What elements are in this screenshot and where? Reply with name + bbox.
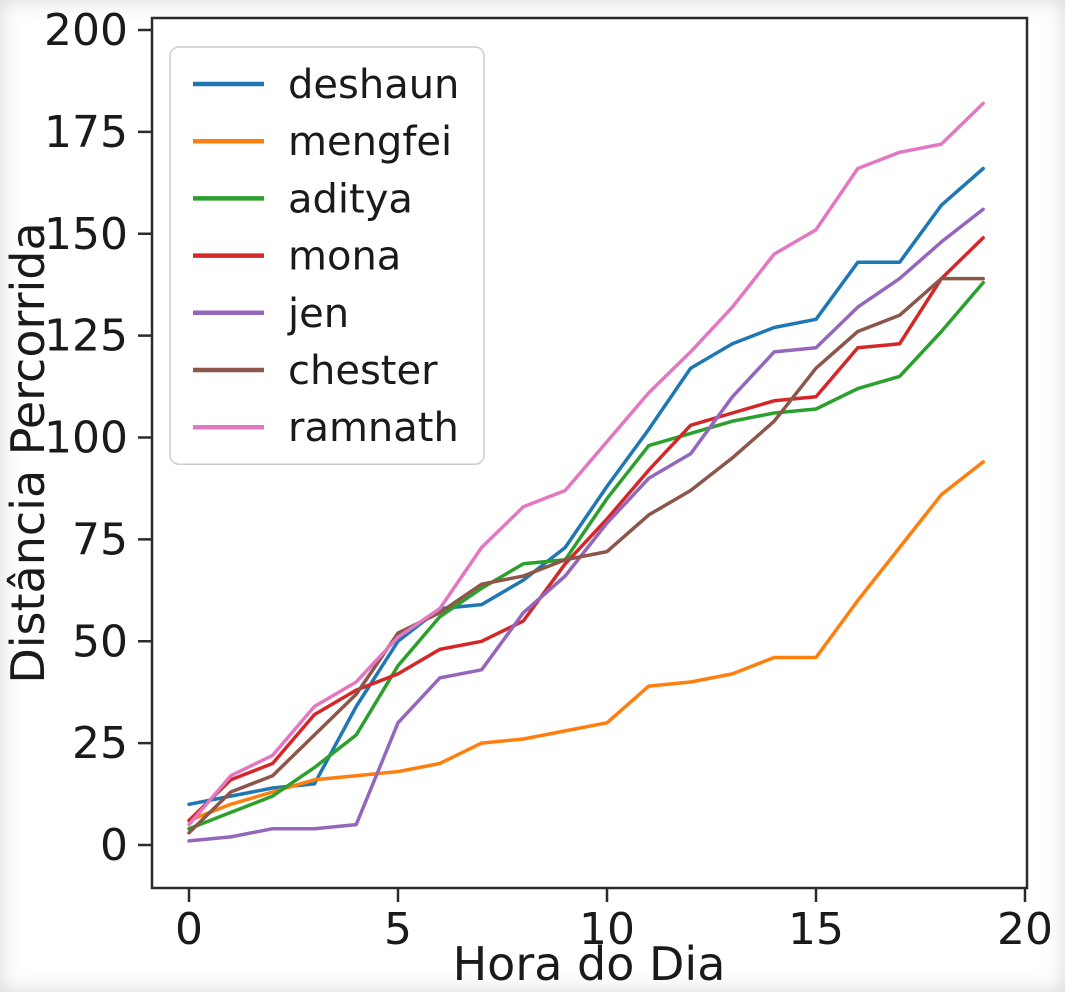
legend-frame — [169, 46, 485, 465]
legend-entry-deshaun: deshaun — [193, 62, 459, 108]
legend-label: deshaun — [288, 62, 459, 108]
y-tick-label: 75 — [72, 514, 128, 565]
x-tick-label: 10 — [579, 904, 635, 955]
x-tick-label: 20 — [997, 904, 1053, 955]
y-axis-title: Distância Percorrida — [1, 222, 55, 683]
x-axis-title: Hora do Dia — [453, 937, 726, 991]
legend-entry-ramnath: ramnath — [193, 405, 459, 451]
x-tick-label: 5 — [384, 904, 412, 955]
y-tick-label: 0 — [100, 820, 128, 871]
series-line-jen — [187, 207, 985, 843]
legend-label: ramnath — [288, 405, 459, 451]
y-tick-label: 125 — [44, 311, 128, 362]
legend-entry-jen: jen — [193, 291, 349, 337]
y-tick-label: 100 — [44, 413, 128, 464]
y-tick-label: 25 — [72, 718, 128, 769]
series-line-mengfei — [187, 460, 985, 823]
legend-entry-chester: chester — [193, 348, 438, 394]
plot-border — [150, 16, 1029, 890]
series-line-chester — [187, 276, 985, 835]
data-series-lines — [187, 101, 985, 843]
series-line-mona — [187, 236, 985, 823]
legend-entry-mengfei: mengfei — [193, 119, 452, 165]
series-line-aditya — [187, 280, 985, 831]
y-tick-label: 50 — [72, 616, 128, 667]
legend-entry-mona: mona — [193, 234, 401, 280]
legend-label: aditya — [288, 176, 413, 222]
y-tick-label: 175 — [44, 107, 128, 158]
series-line-ramnath — [187, 101, 985, 827]
series-line-deshaun — [187, 166, 985, 807]
x-tick-label: 0 — [175, 904, 203, 955]
x-tick-label: 15 — [788, 904, 844, 955]
legend-label: mengfei — [288, 119, 452, 165]
legend-label: mona — [288, 234, 401, 280]
legend-entry-aditya: aditya — [193, 176, 413, 222]
y-tick-label: 150 — [44, 209, 128, 260]
legend: deshaun mengfei aditya mona jen chester ramnat… — [169, 46, 485, 465]
legend-label: chester — [288, 348, 438, 394]
legend-label: jen — [287, 291, 349, 337]
y-tick-label: 200 — [44, 5, 128, 56]
